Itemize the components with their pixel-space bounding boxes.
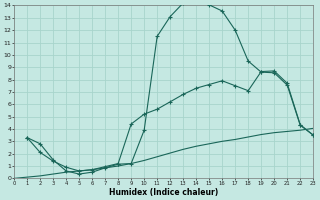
X-axis label: Humidex (Indice chaleur): Humidex (Indice chaleur) xyxy=(109,188,218,197)
